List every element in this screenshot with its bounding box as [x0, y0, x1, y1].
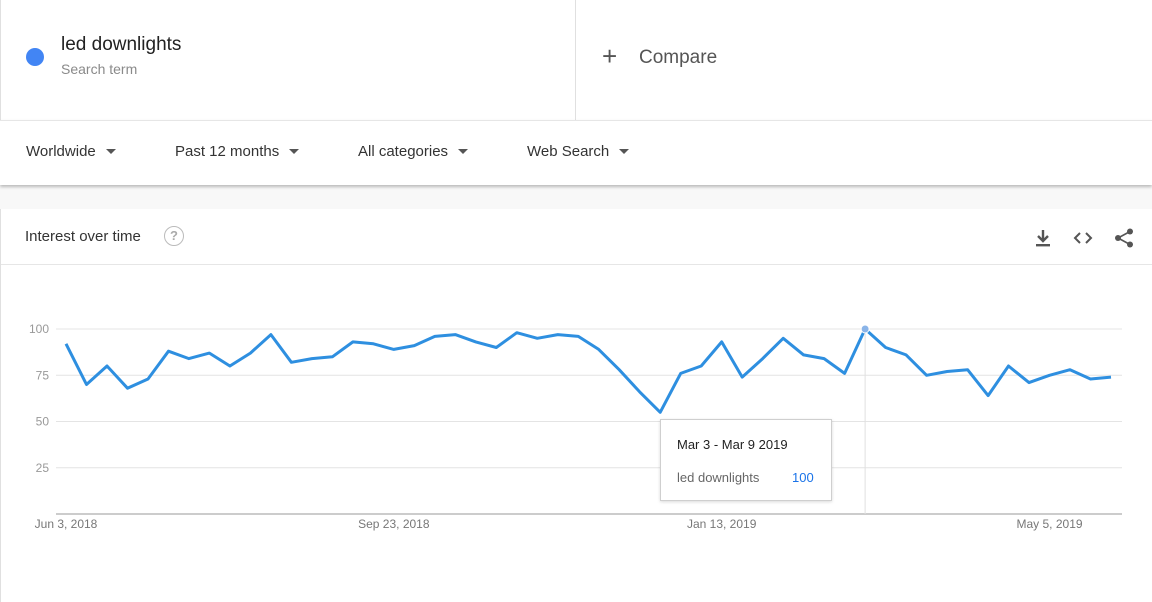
category-dropdown-label: All categories — [358, 143, 449, 160]
interest-over-time-card: Interest over time ? — [0, 209, 1152, 602]
caret-down-icon — [105, 149, 116, 154]
series-line — [64, 327, 1112, 414]
x-tick-label: Jun 3, 2018 — [35, 517, 98, 531]
compare-button[interactable]: + Compare — [576, 0, 1152, 120]
x-tick-label: May 5, 2019 — [1017, 517, 1083, 531]
term-color-dot — [26, 48, 44, 66]
share-icon[interactable] — [1113, 227, 1135, 249]
time-range-dropdown[interactable]: Past 12 months — [175, 143, 300, 160]
plus-icon: + — [602, 41, 618, 71]
help-icon[interactable]: ? — [164, 226, 184, 246]
search-type-dropdown-label: Web Search — [527, 143, 610, 160]
y-tick-label: 100 — [29, 322, 49, 336]
category-dropdown[interactable]: All categories — [358, 143, 469, 160]
caret-down-icon — [458, 149, 469, 154]
region-dropdown-label: Worldwide — [26, 143, 96, 160]
embed-icon[interactable] — [1072, 227, 1094, 249]
compare-label: Compare — [639, 47, 718, 68]
chart-tooltip: Mar 3 - Mar 9 2019 led downlights 100 — [660, 419, 832, 501]
time-range-dropdown-label: Past 12 months — [175, 143, 280, 160]
y-tick-label: 25 — [36, 461, 50, 475]
card-header: Interest over time ? — [1, 209, 1152, 265]
card-title: Interest over time — [25, 228, 141, 245]
tooltip-term: led downlights — [677, 470, 760, 485]
download-icon[interactable] — [1032, 227, 1054, 249]
region-dropdown[interactable]: Worldwide — [26, 143, 116, 160]
caret-down-icon — [289, 149, 300, 154]
search-terms-bar: led downlights Search term + Compare — [0, 0, 1152, 120]
search-term-name[interactable]: led downlights — [61, 34, 182, 55]
caret-down-icon — [619, 149, 630, 154]
x-tick-label: Jan 13, 2019 — [687, 517, 757, 531]
y-tick-label: 75 — [36, 368, 50, 382]
tooltip-value: 100 — [792, 470, 814, 485]
filter-bar: Worldwide Past 12 months All categories … — [0, 120, 1152, 185]
search-term-card[interactable]: led downlights Search term — [0, 0, 576, 120]
y-tick-label: 50 — [36, 415, 50, 429]
x-tick-label: Sep 23, 2018 — [358, 517, 430, 531]
search-term-type: Search term — [61, 61, 138, 77]
search-type-dropdown[interactable]: Web Search — [527, 143, 630, 160]
highlight-point — [860, 324, 870, 334]
tooltip-date: Mar 3 - Mar 9 2019 — [677, 437, 788, 452]
